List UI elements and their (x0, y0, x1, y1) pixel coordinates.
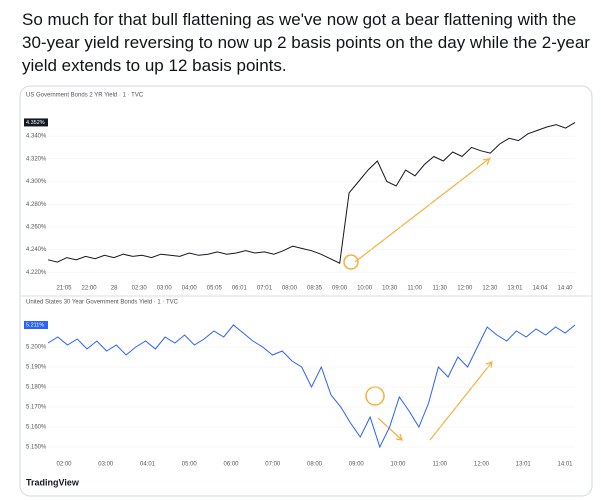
y-tick-label: 4.240% (26, 247, 47, 253)
x-tick-label: 10:00 (357, 286, 373, 292)
y-tick-label: 4.300% (26, 179, 47, 185)
x-tick-label: 04:01 (140, 462, 156, 468)
price-label: 4.352% (26, 120, 45, 126)
y-tick-label: 5.150% (26, 445, 47, 451)
x-tick-label: 06:01 (232, 286, 248, 292)
footer-logo: TradingView (26, 477, 80, 487)
y-tick-label: 4.220% (26, 270, 47, 276)
x-tick-label: 10:30 (382, 286, 398, 292)
x-tick-label: 12:00 (474, 462, 490, 468)
x-tick-label: 12:00 (457, 286, 473, 292)
x-tick-label: 07:00 (265, 462, 281, 468)
x-tick-label: 11:00 (407, 286, 422, 292)
tweet-text: So much for that bull flattening as we'v… (22, 10, 590, 75)
x-tick-label: 08:00 (307, 462, 323, 468)
x-tick-label: 04:00 (182, 286, 198, 292)
x-tick-label: 21:05 (56, 286, 72, 292)
x-tick-label: 14:01 (557, 462, 573, 468)
y-tick-label: 5.180% (26, 385, 47, 391)
price-line (47, 324, 576, 449)
highlight-circle (343, 254, 359, 270)
x-tick-label: 28 (111, 286, 118, 292)
x-tick-label: 07:01 (257, 286, 273, 292)
price-tag (24, 118, 48, 127)
y-tick-label: 4.260% (26, 224, 47, 230)
chart-title: United States 30 Year Government Bonds Y… (26, 300, 179, 306)
x-tick-label: 09:00 (332, 286, 348, 292)
arrow (354, 157, 492, 263)
y-tick-label: 5.200% (26, 345, 47, 351)
x-tick-label: 12:30 (482, 286, 498, 292)
x-tick-label: 05:05 (207, 286, 223, 292)
x-tick-label: 13:01 (507, 286, 523, 292)
x-tick-label: 02:30 (132, 286, 148, 292)
y-tick-label: 5.160% (26, 425, 47, 431)
x-tick-label: 09:00 (349, 462, 365, 468)
x-tick-label: 03:00 (98, 462, 114, 468)
arrow (377, 417, 403, 441)
x-tick-label: 05:00 (182, 462, 198, 468)
x-tick-label: 22:00 (82, 286, 98, 292)
chart-title: US Government Bonds 2 YR Yield · 1 · TVC (26, 93, 144, 99)
media-frame (19, 85, 593, 497)
price-label: 5.211% (26, 322, 44, 328)
x-tick-label: 14:40 (557, 286, 573, 292)
y-tick-label: 5.170% (26, 405, 47, 411)
y-tick-label: 4.320% (26, 156, 47, 162)
x-tick-label: 02:00 (56, 462, 72, 468)
x-tick-label: 14:04 (532, 286, 548, 292)
x-tick-label: 08:00 (282, 286, 298, 292)
x-tick-label: 13:01 (516, 462, 532, 468)
y-tick-label: 4.280% (26, 202, 47, 208)
y-tick-label: 5.190% (26, 365, 47, 371)
x-tick-label: 08:35 (307, 286, 323, 292)
price-line (47, 121, 576, 264)
price-tag (24, 321, 48, 329)
y-tick-label: 4.340% (26, 134, 47, 140)
x-tick-label: 10:00 (390, 462, 406, 468)
x-tick-label: 06:00 (223, 462, 239, 468)
x-tick-label: 11:00 (432, 462, 447, 468)
x-tick-label: 03:00 (157, 286, 173, 292)
x-tick-label: 11:30 (432, 286, 447, 292)
